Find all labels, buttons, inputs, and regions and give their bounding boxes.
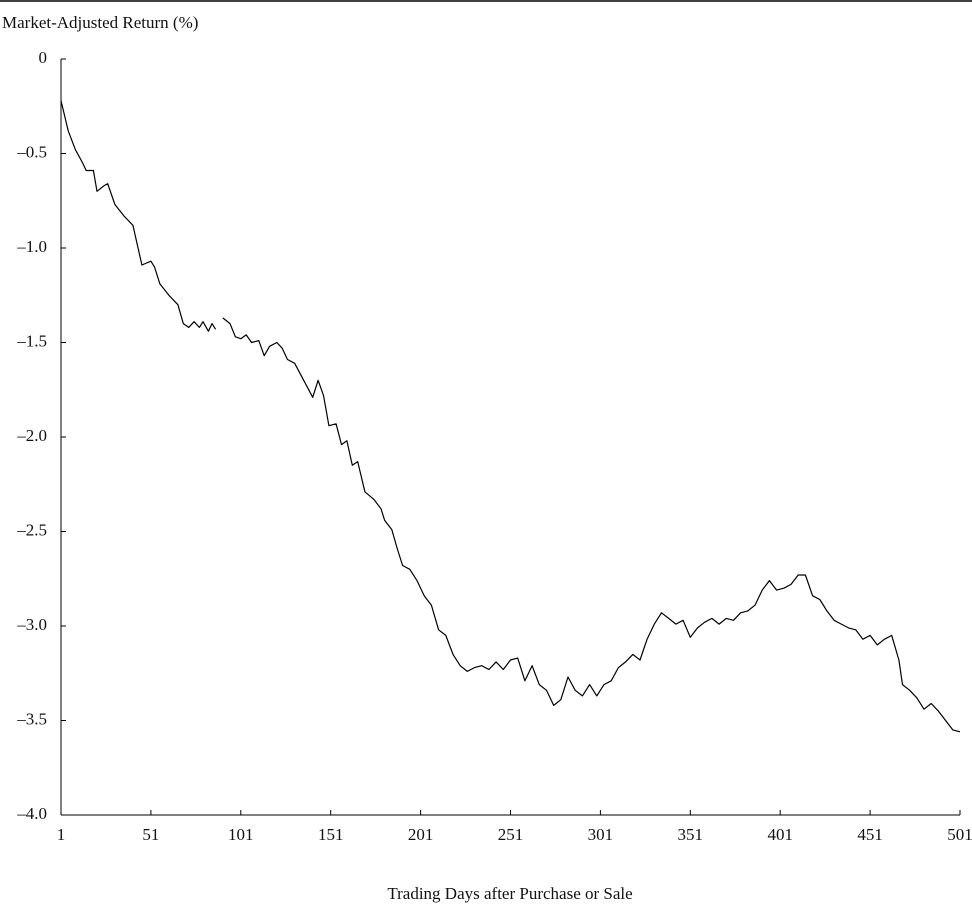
x-tick-label: 51 — [142, 825, 159, 844]
y-tick-label: –2.0 — [16, 426, 47, 445]
x-tick-label: 1 — [57, 825, 66, 844]
x-tick-label: 351 — [678, 825, 704, 844]
x-tick-label: 451 — [857, 825, 883, 844]
y-tick-label: –1.5 — [16, 331, 47, 350]
y-tick-label: –0.5 — [16, 142, 47, 161]
x-tick-label: 101 — [228, 825, 254, 844]
x-tick-label: 201 — [408, 825, 434, 844]
x-axis-label: Trading Days after Purchase or Sale — [387, 884, 632, 903]
y-tick-label: –4.0 — [16, 804, 47, 823]
y-tick-label: –1.0 — [16, 237, 47, 256]
x-tick-label: 501 — [947, 825, 972, 844]
y-axis-label: Market-Adjusted Return (%) — [2, 13, 198, 32]
y-tick-label: 0 — [39, 48, 48, 67]
x-tick-label: 301 — [588, 825, 614, 844]
x-tick-label: 401 — [767, 825, 793, 844]
x-tick-label: 251 — [498, 825, 524, 844]
y-tick-label: –3.0 — [16, 615, 47, 634]
data-line — [60, 100, 961, 733]
y-tick-label: –3.5 — [16, 709, 47, 728]
y-tick-label: –2.5 — [16, 520, 47, 539]
x-tick-label: 151 — [318, 825, 344, 844]
